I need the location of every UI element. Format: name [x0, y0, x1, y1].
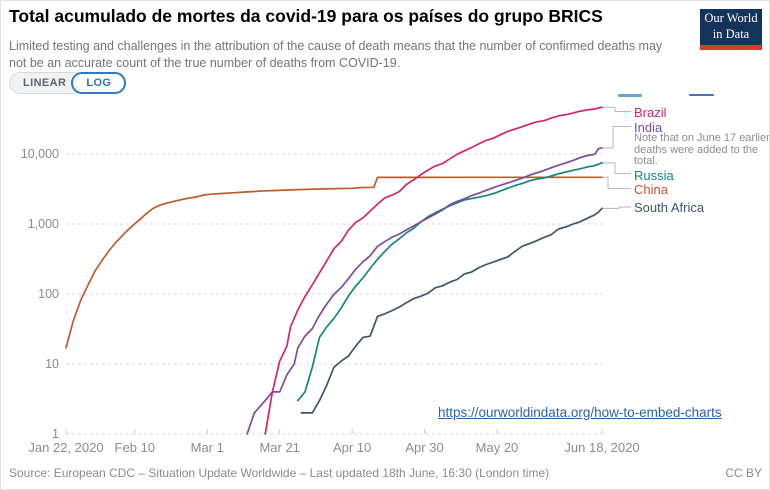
clipped-fragment-icon	[618, 94, 642, 97]
source-attribution: Source: European CDC – Situation Update …	[9, 466, 550, 480]
x-axis-tick-label: Jun 18, 2020	[564, 440, 640, 455]
series-line-india	[246, 147, 603, 435]
clipped-fragment-icon	[689, 94, 714, 96]
legend-leader-line	[603, 176, 631, 189]
y-axis-tick-label: 100	[38, 287, 59, 301]
legend-label-india[interactable]: India	[634, 120, 663, 135]
legend-leader-line	[603, 206, 631, 209]
chart-title: Total acumulado de mortes da covid-19 pa…	[9, 6, 603, 26]
owid-logo-line2: in Data	[712, 27, 750, 41]
license-link[interactable]: CC BY	[725, 466, 762, 480]
log-scale-button[interactable]: LOG	[71, 72, 127, 94]
legend-note: Note that on June 17 earlier deaths were…	[634, 132, 770, 168]
x-axis-tick-label: Mar 21	[259, 440, 300, 455]
series-line-china	[65, 176, 603, 349]
x-axis-tick-label: May 20	[475, 440, 519, 455]
legend-leader-line	[603, 162, 631, 174]
scale-toggle: LINEAR LOG	[9, 72, 127, 94]
y-axis-tick-label: 10,000	[20, 147, 59, 161]
x-axis-tick-label: Jan 22, 2020	[28, 440, 104, 455]
x-axis-tick-label: Mar 1	[190, 440, 224, 455]
owid-logo-line1: Our World	[704, 11, 758, 26]
y-axis-tick-label: 1	[52, 427, 59, 441]
legend-label-russia[interactable]: Russia	[634, 168, 674, 183]
legend-leader-line	[603, 126, 631, 149]
legend-label-china[interactable]: China	[634, 182, 668, 197]
y-axis-tick-label: 10	[45, 357, 59, 371]
x-axis-tick-label: Apr 10	[332, 440, 372, 455]
legend-leader-line	[603, 106, 631, 112]
y-axis-tick-label: 1,000	[27, 217, 59, 231]
x-axis-tick-label: Feb 10	[114, 440, 156, 455]
owid-logo[interactable]: Our World in Data	[700, 9, 762, 50]
embed-charts-link[interactable]: https://ourworldindata.org/how-to-embed-…	[438, 405, 722, 420]
chart-subtitle: Limited testing and challenges in the at…	[9, 39, 663, 70]
series-line-south-africa	[300, 207, 603, 414]
x-axis-tick-label: Apr 30	[405, 440, 444, 455]
legend-label-brazil[interactable]: Brazil	[634, 105, 667, 120]
series-line-brazil	[264, 106, 603, 435]
legend-label-south-africa[interactable]: South Africa	[634, 200, 705, 215]
